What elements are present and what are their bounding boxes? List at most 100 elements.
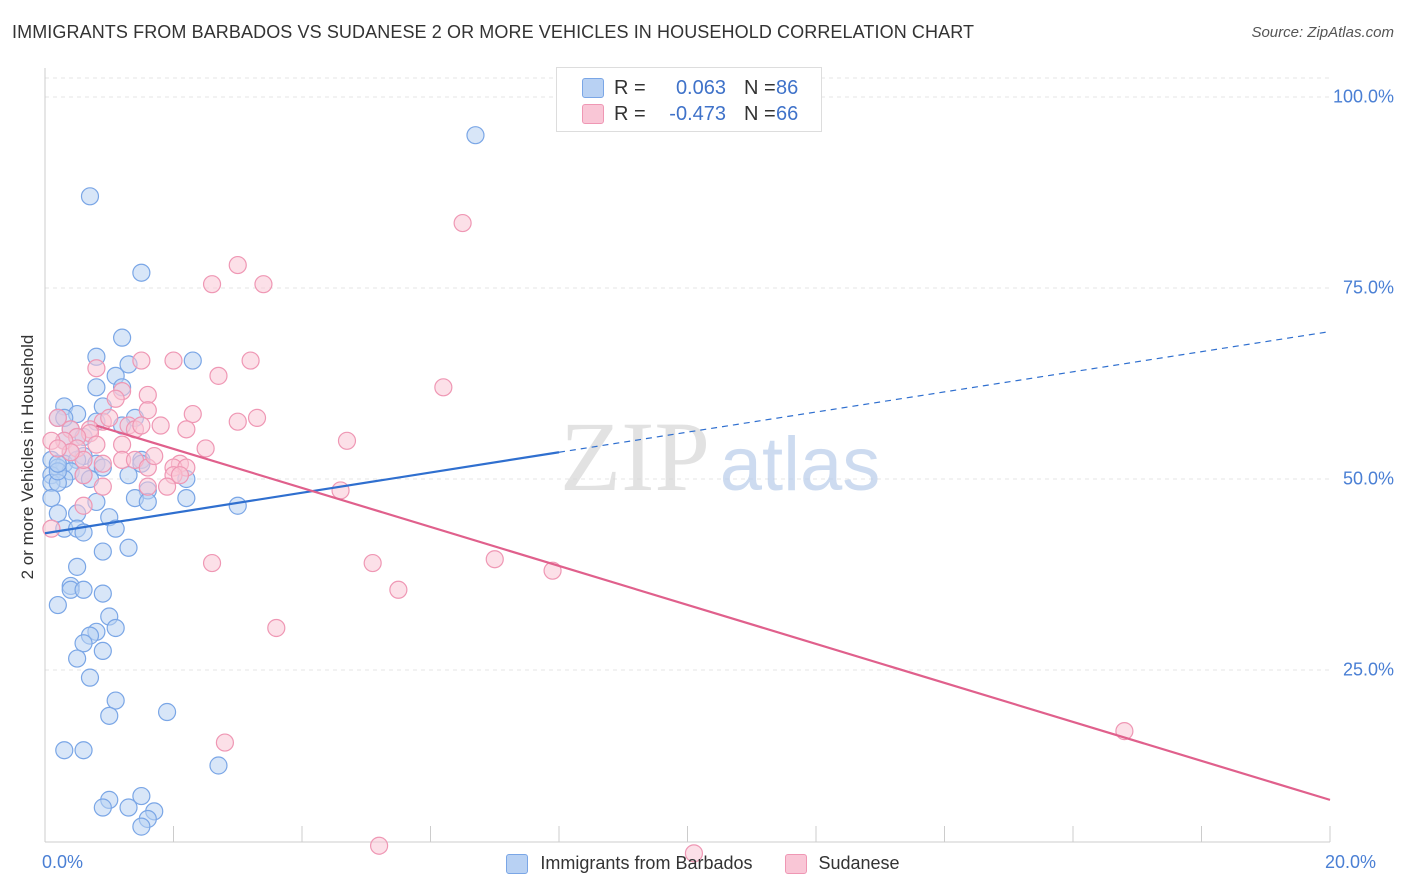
legend-swatch-barbados — [506, 853, 529, 874]
point-sudanese — [74, 496, 93, 515]
watermark-atlas: atlas — [720, 422, 881, 507]
chart-source: Source: ZipAtlas.com — [1251, 24, 1394, 41]
point-sudanese — [485, 550, 504, 569]
legend-label-barbados: Immigrants from Barbados — [540, 853, 753, 873]
point-sudanese — [196, 439, 215, 458]
point-sudanese — [87, 435, 106, 454]
watermark-zip: ZIP — [560, 401, 710, 512]
point-barbados — [93, 584, 112, 603]
trend-line-sudanese — [96, 424, 1331, 801]
stats-row-barbados: R = 0.063 N = 86 — [582, 76, 798, 100]
point-sudanese — [247, 408, 267, 427]
point-barbados — [93, 542, 112, 561]
point-barbados — [80, 668, 100, 687]
point-sudanese — [106, 389, 125, 408]
point-sudanese — [42, 519, 61, 538]
point-sudanese — [164, 351, 183, 370]
point-sudanese — [241, 351, 260, 370]
point-barbados — [132, 786, 151, 806]
y-tick-label: 50.0% — [1342, 468, 1394, 489]
n-value: 66 — [776, 102, 799, 125]
point-barbados — [55, 741, 74, 760]
point-sudanese — [363, 553, 382, 573]
legend-label-sudanese: Sudanese — [818, 853, 900, 873]
point-barbados — [42, 489, 61, 508]
point-sudanese — [228, 255, 247, 275]
point-sudanese — [151, 416, 170, 435]
point-barbados — [209, 756, 228, 775]
point-sudanese — [138, 401, 157, 420]
n-value: 86 — [776, 76, 799, 99]
swatch-sudanese — [582, 104, 604, 124]
r-value: 0.063 — [675, 76, 726, 99]
point-sudanese — [93, 477, 112, 496]
point-sudanese — [132, 416, 151, 435]
point-sudanese — [453, 213, 472, 233]
point-barbados — [183, 351, 202, 370]
point-sudanese — [370, 836, 389, 855]
n-label: N = — [744, 102, 776, 125]
point-sudanese — [138, 385, 157, 405]
point-sudanese — [267, 618, 286, 638]
point-sudanese — [202, 553, 222, 573]
point-barbados — [68, 649, 87, 668]
point-barbados — [466, 126, 485, 145]
grid-lines — [45, 77, 1330, 671]
point-barbados — [48, 595, 67, 615]
point-barbados — [177, 489, 196, 508]
point-sudanese — [209, 366, 228, 385]
point-sudanese — [157, 477, 177, 496]
point-sudanese — [138, 477, 157, 496]
point-sudanese — [337, 431, 357, 450]
point-sudanese — [112, 435, 132, 454]
point-barbados — [106, 519, 125, 538]
point-barbados — [74, 741, 93, 760]
point-barbados — [68, 557, 87, 576]
n-label: N = — [744, 76, 776, 99]
point-sudanese — [389, 580, 408, 599]
stats-row-sudanese: R = -0.473 N = 66 — [582, 102, 798, 126]
r-value: -0.473 — [669, 102, 726, 125]
x-tick-label-min: 0.0% — [42, 852, 84, 872]
point-sudanese — [48, 408, 67, 427]
r-label: R = — [614, 102, 646, 125]
point-barbados — [74, 634, 93, 653]
point-barbados — [100, 706, 119, 725]
trend-line-barbados-extension — [558, 330, 1331, 453]
point-barbados — [112, 328, 132, 347]
y-tick-label: 75.0% — [1342, 277, 1394, 298]
point-barbados — [157, 702, 177, 722]
point-sudanese — [177, 420, 196, 439]
point-sudanese — [331, 481, 350, 500]
r-label: R = — [614, 76, 646, 99]
point-sudanese — [48, 439, 67, 458]
chart-title: IMMIGRANTS FROM BARBADOS VS SUDANESE 2 O… — [12, 22, 975, 42]
point-sudanese — [183, 404, 202, 424]
point-barbados — [106, 618, 125, 638]
point-barbados — [106, 691, 125, 710]
swatch-barbados — [582, 78, 604, 98]
point-sudanese — [145, 446, 164, 466]
point-barbados — [74, 580, 93, 599]
point-barbados — [132, 263, 151, 282]
point-sudanese — [132, 351, 151, 370]
legend-swatch-sudanese — [784, 853, 807, 874]
watermark: ZIP atlas — [560, 401, 880, 512]
x-tick-label-max: 20.0% — [1325, 852, 1377, 872]
y-tick-label: 25.0% — [1342, 659, 1394, 680]
point-barbados — [93, 798, 112, 817]
legend-item-sudanese[interactable]: Sudanese — [784, 853, 900, 874]
point-sudanese — [215, 733, 234, 752]
y-tick-label: 100.0% — [1332, 86, 1394, 107]
point-barbados — [228, 496, 247, 515]
point-barbados — [87, 378, 106, 397]
trend-line-barbados — [44, 451, 560, 535]
series-legend: Immigrants from Barbados Sudanese — [0, 853, 1406, 874]
legend-item-barbados[interactable]: Immigrants from Barbados — [506, 853, 753, 874]
point-sudanese — [202, 275, 222, 294]
point-barbados — [80, 187, 100, 206]
point-sudanese — [434, 378, 453, 397]
point-barbados — [119, 466, 138, 485]
point-barbados — [48, 504, 67, 523]
